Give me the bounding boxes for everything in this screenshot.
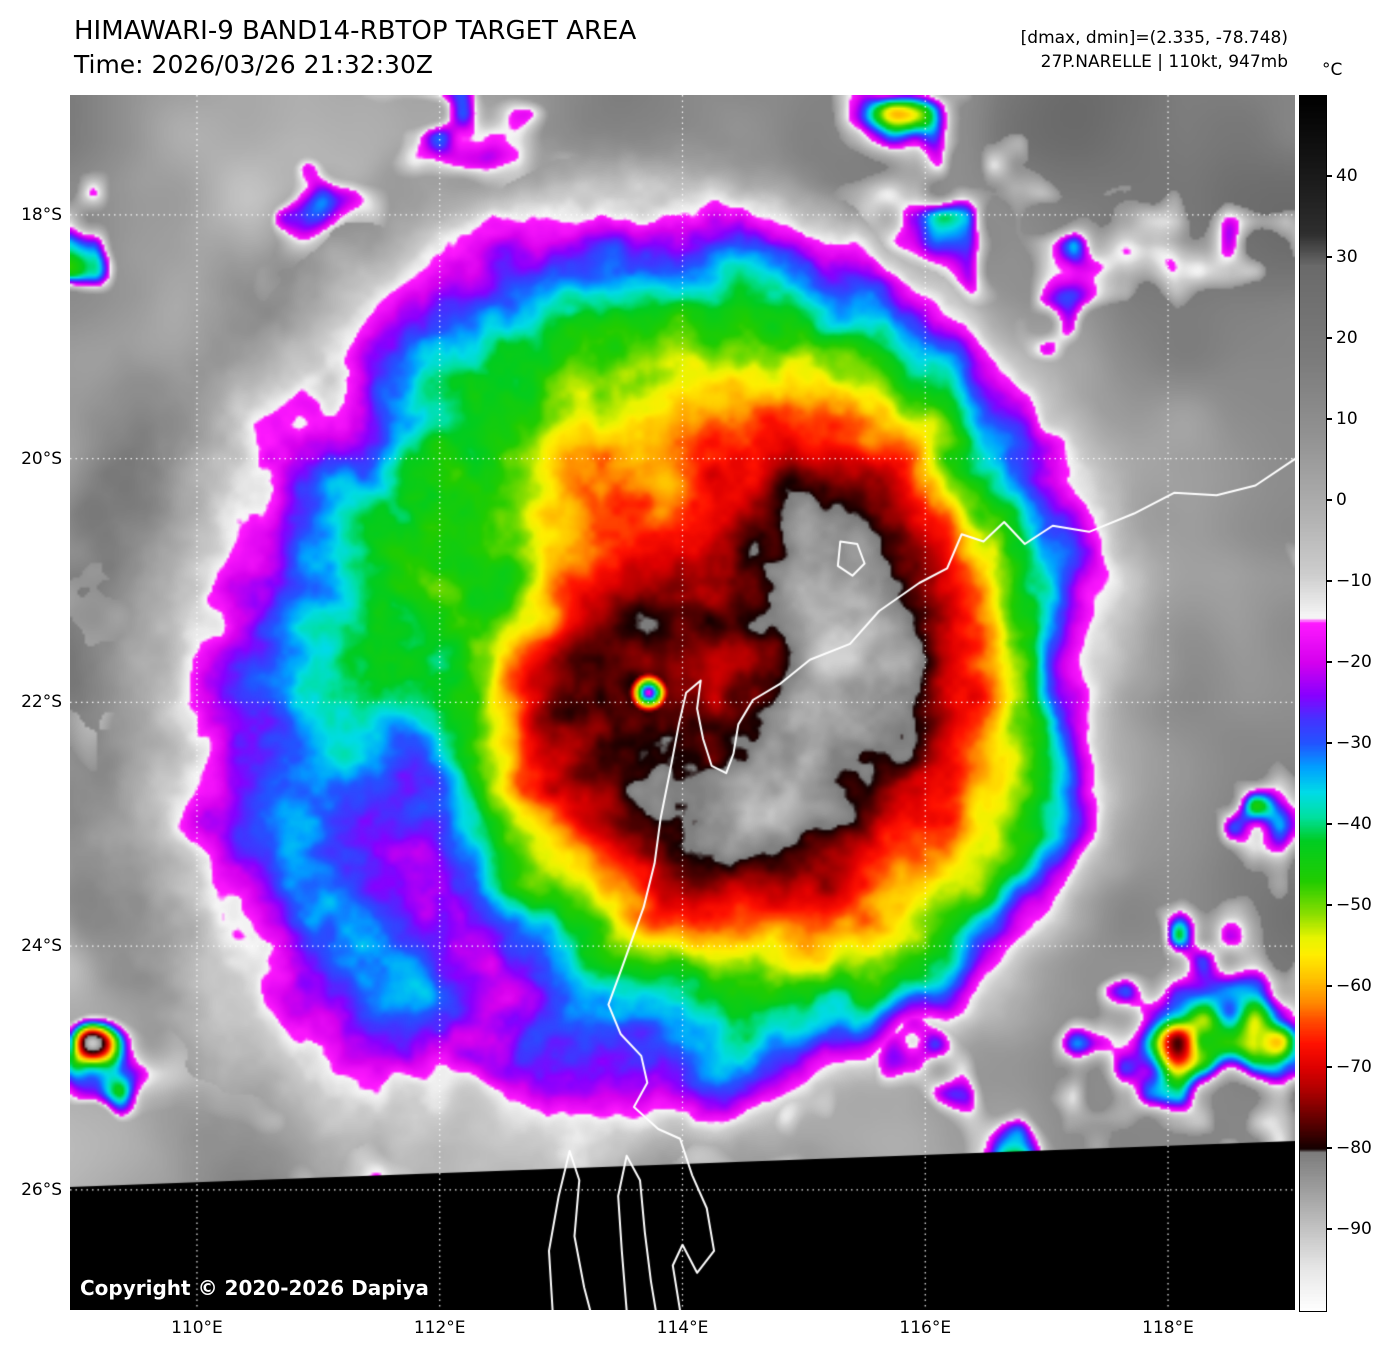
lat-label: 20°S — [21, 448, 62, 469]
colorbar — [1299, 95, 1327, 1312]
satellite-ir-image — [70, 95, 1295, 1310]
colorbar-tick-label: −60 — [1336, 976, 1372, 996]
lat-label: 26°S — [21, 1179, 62, 1200]
colorbar-tick — [1327, 256, 1332, 258]
colorbar-tick-label: −70 — [1336, 1057, 1372, 1077]
storm-intensity-readout: 27P.NARELLE | 110kt, 947mb — [1040, 52, 1288, 72]
lon-label: 110°E — [171, 1318, 223, 1338]
colorbar-tick-label: −40 — [1336, 814, 1372, 834]
colorbar-tick-label: −90 — [1336, 1219, 1372, 1239]
dmax-dmin-readout: [dmax, dmin]=(2.335, -78.748) — [1020, 28, 1288, 48]
colorbar-tick-label: 20 — [1336, 328, 1358, 348]
copyright-text: Copyright © 2020-2026 Dapiya — [80, 1276, 429, 1300]
lon-label: 118°E — [1142, 1318, 1194, 1338]
lat-label: 24°S — [21, 936, 62, 957]
colorbar-tick-label: −30 — [1336, 733, 1372, 753]
colorbar-tick — [1327, 175, 1332, 177]
colorbar-tick — [1327, 985, 1332, 987]
colorbar-tick — [1327, 661, 1332, 663]
figure-title: HIMAWARI-9 BAND14-RBTOP TARGET AREA — [74, 16, 637, 46]
colorbar-tick — [1327, 823, 1332, 825]
colorbar-tick-label: −80 — [1336, 1138, 1372, 1158]
colorbar-tick — [1327, 742, 1332, 744]
colorbar-tick-label: 10 — [1336, 409, 1358, 429]
colorbar-tick — [1327, 580, 1332, 582]
colorbar-tick — [1327, 337, 1332, 339]
colorbar-tick-label: 30 — [1336, 247, 1358, 267]
lon-label: 112°E — [413, 1318, 466, 1338]
colorbar-tick — [1327, 499, 1332, 501]
lat-label: 22°S — [21, 692, 62, 713]
figure-timestamp: Time: 2026/03/26 21:32:30Z — [74, 50, 433, 79]
colorbar-tick-label: −10 — [1336, 571, 1372, 591]
colorbar-tick — [1327, 418, 1332, 420]
colorbar-unit-label: °C — [1322, 60, 1343, 80]
lon-label: 116°E — [899, 1318, 952, 1338]
colorbar-tick-label: 40 — [1336, 166, 1358, 186]
colorbar-tick — [1327, 1228, 1332, 1230]
colorbar-tick-label: 0 — [1336, 490, 1347, 510]
colorbar-tick — [1327, 904, 1332, 906]
colorbar-tick — [1327, 1147, 1332, 1149]
lon-label: 114°E — [656, 1318, 709, 1338]
colorbar-tick-label: −50 — [1336, 895, 1372, 915]
colorbar-tick — [1327, 1066, 1332, 1068]
lat-label: 18°S — [21, 204, 62, 225]
colorbar-tick-label: −20 — [1336, 652, 1372, 672]
